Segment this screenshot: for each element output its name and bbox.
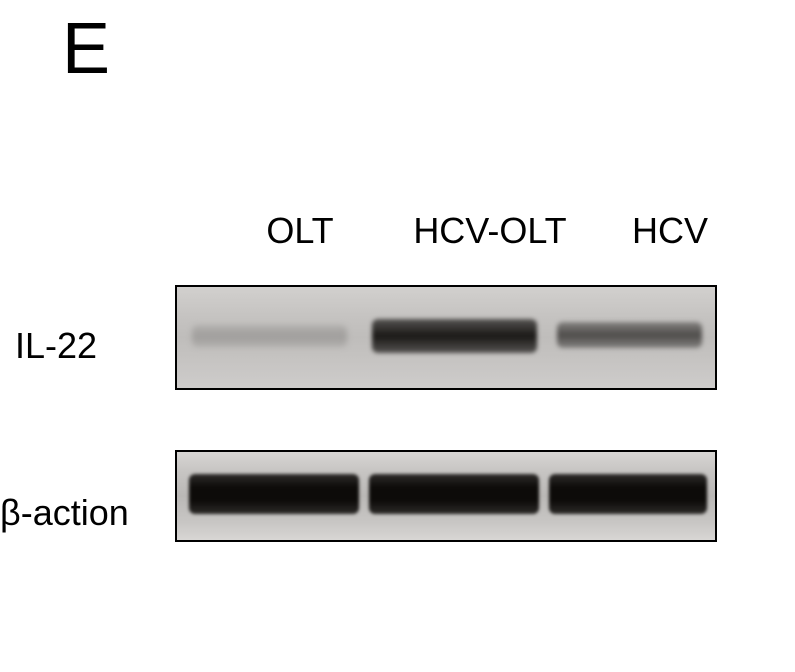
blot-il22-inner bbox=[177, 287, 715, 388]
band-actin-olt bbox=[189, 474, 359, 514]
band-actin-hcv bbox=[549, 474, 707, 514]
band-il22-olt bbox=[192, 325, 347, 347]
panel-label: E bbox=[62, 8, 110, 90]
band-il22-hcv bbox=[557, 322, 702, 348]
blot-il22 bbox=[175, 285, 717, 390]
blot-actin-inner bbox=[177, 452, 715, 540]
lane-label-hcv: HCV bbox=[590, 210, 750, 252]
row-label-actin: β-action bbox=[0, 492, 129, 534]
band-il22-hcvolt bbox=[372, 319, 537, 353]
lane-label-hcvolt: HCV-OLT bbox=[390, 210, 590, 252]
blot-actin bbox=[175, 450, 717, 542]
lane-labels-container: OLT HCV-OLT HCV bbox=[210, 210, 750, 252]
lane-label-olt: OLT bbox=[210, 210, 390, 252]
row-label-il22: IL-22 bbox=[15, 325, 97, 367]
band-actin-hcvolt bbox=[369, 474, 539, 514]
